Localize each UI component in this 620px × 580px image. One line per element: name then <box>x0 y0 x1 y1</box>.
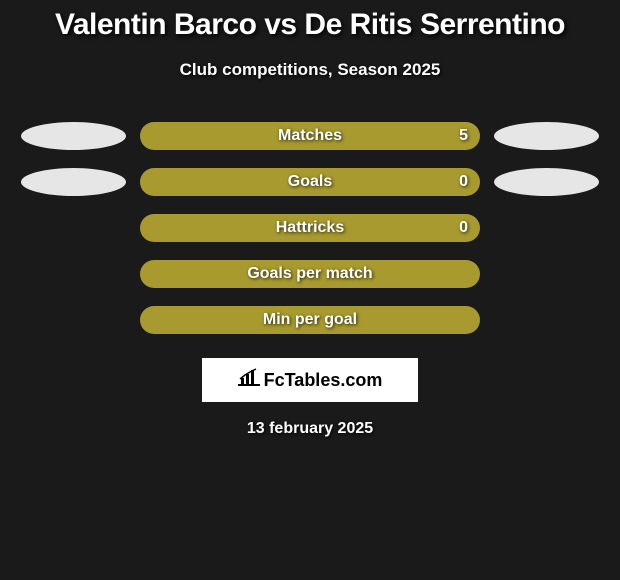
stat-row-goals: Goals 0 <box>0 168 620 196</box>
right-ellipse <box>494 168 599 196</box>
stat-bar: Hattricks 0 <box>140 214 480 242</box>
left-ellipse <box>21 260 126 288</box>
stat-row-mpg: Min per goal <box>0 306 620 334</box>
stat-bar: Min per goal <box>140 306 480 334</box>
comparison-card: Valentin Barco vs De Ritis Serrentino Cl… <box>0 0 620 438</box>
stat-row-matches: Matches 5 <box>0 122 620 150</box>
left-ellipse <box>21 306 126 334</box>
stat-value: 0 <box>459 219 468 237</box>
logo-box: FcTables.com <box>202 358 418 402</box>
logo: FcTables.com <box>238 368 383 393</box>
page-title: Valentin Barco vs De Ritis Serrentino <box>0 8 620 42</box>
left-ellipse <box>21 214 126 242</box>
left-ellipse <box>21 168 126 196</box>
subtitle: Club competitions, Season 2025 <box>0 60 620 80</box>
logo-text: FcTables.com <box>264 370 383 391</box>
right-ellipse <box>494 214 599 242</box>
right-ellipse <box>494 306 599 334</box>
stat-label: Goals <box>288 173 332 191</box>
stat-label: Min per goal <box>263 311 357 329</box>
stat-row-hattricks: Hattricks 0 <box>0 214 620 242</box>
stat-bar: Goals per match <box>140 260 480 288</box>
stat-label: Hattricks <box>276 219 344 237</box>
stat-value: 5 <box>459 127 468 145</box>
stat-bar: Matches 5 <box>140 122 480 150</box>
stat-row-gpm: Goals per match <box>0 260 620 288</box>
date-text: 13 february 2025 <box>0 420 620 438</box>
stat-value: 0 <box>459 173 468 191</box>
right-ellipse <box>494 122 599 150</box>
stat-bar: Goals 0 <box>140 168 480 196</box>
stat-label: Goals per match <box>247 265 372 283</box>
stat-label: Matches <box>278 127 342 145</box>
left-ellipse <box>21 122 126 150</box>
right-ellipse <box>494 260 599 288</box>
chart-icon <box>238 368 260 393</box>
